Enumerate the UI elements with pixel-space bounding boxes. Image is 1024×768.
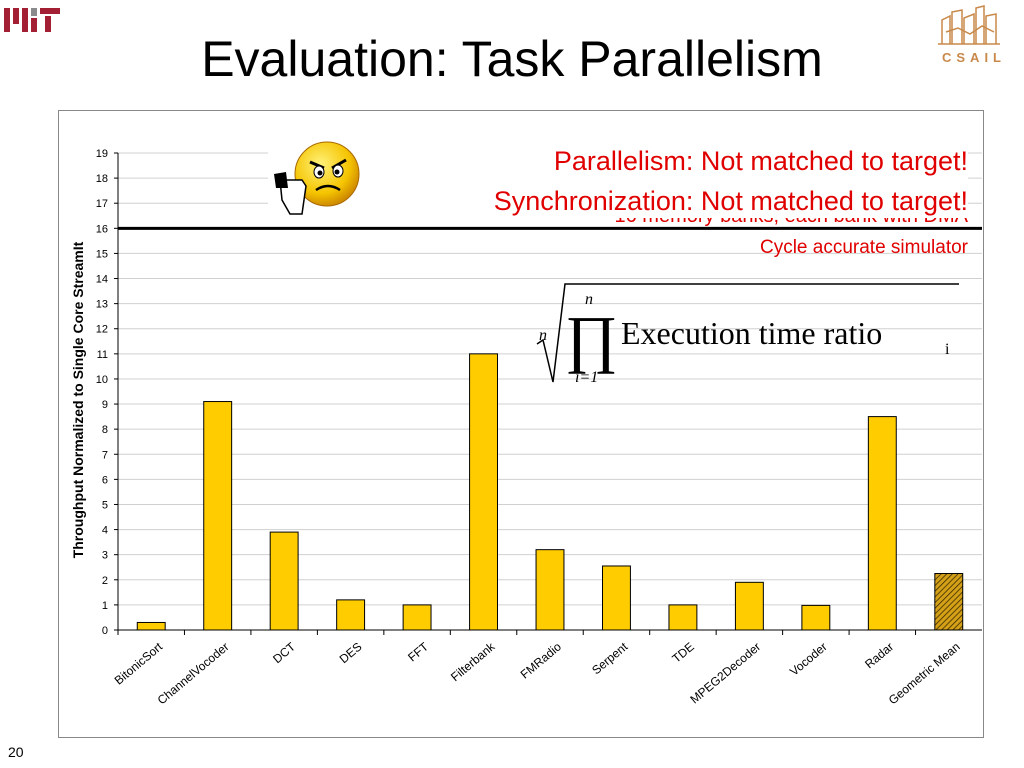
y-tick-label: 8	[102, 424, 108, 436]
bar-des	[336, 599, 366, 631]
bar-geometric-mean	[934, 573, 964, 631]
csail-logo-text: CSAIL	[942, 50, 1006, 65]
formula-subscript: i	[945, 341, 950, 358]
y-tick-label: 18	[96, 173, 108, 185]
bar-channelvocoder	[203, 401, 233, 631]
geometric-mean-formula: n n ∏ i=1 Execution time ratio i	[536, 283, 959, 386]
y-tick-label: 19	[96, 148, 108, 160]
y-tick-label: 4	[102, 525, 108, 537]
y-tick-label: 16	[96, 223, 108, 235]
product-lower: i=1	[575, 369, 598, 386]
annotation-simulator: Cycle accurate simulator	[759, 237, 968, 258]
csail-logo: CSAIL	[938, 5, 1006, 65]
annotation-synchronization: Synchronization: Not matched to target!	[493, 186, 968, 216]
y-tick-label: 13	[96, 299, 108, 311]
y-tick-label: 5	[102, 499, 108, 511]
bar-dct	[269, 531, 299, 631]
bar-filterbank	[469, 353, 498, 631]
radical-sign	[536, 283, 959, 383]
annotation-parallelism: Parallelism: Not matched to target!	[553, 146, 968, 176]
y-tick-label: 9	[102, 399, 108, 411]
bar-serpent	[602, 565, 631, 631]
y-tick-label: 0	[102, 625, 108, 637]
product-symbol: ∏	[565, 303, 618, 374]
bar-radar	[867, 416, 897, 631]
y-tick-label: 6	[102, 474, 108, 486]
angry-thumbs-down-icon	[274, 141, 360, 215]
y-axis-label: Throughput Normalized to Single Core Str…	[70, 241, 86, 559]
slide-title: Evaluation: Task Parallelism	[201, 31, 823, 87]
annotation-memory-banks: 16 memory banks, each bank with DMA	[615, 218, 969, 231]
formula-body: Execution time ratio	[621, 315, 882, 351]
bar-fft	[402, 604, 432, 631]
bar-tde	[668, 604, 698, 631]
y-tick-label: 17	[96, 198, 108, 210]
product-upper: n	[585, 291, 593, 308]
y-tick-label: 2	[102, 575, 108, 587]
annotation-memory-banks-text: 16 memory banks, each bank with DMA	[615, 218, 969, 227]
bar-vocoder	[801, 604, 831, 631]
y-tick-label: 7	[102, 449, 108, 461]
y-tick-label: 15	[96, 248, 108, 260]
bar-fmradio	[535, 549, 565, 631]
root-index: n	[539, 327, 547, 344]
y-tick-label: 11	[97, 349, 108, 361]
bar-mpeg2decoder	[734, 581, 764, 631]
y-tick-label: 14	[96, 274, 108, 286]
annotation-mask	[268, 140, 968, 208]
axes	[114, 152, 982, 635]
bar-bitonicsort	[136, 621, 166, 631]
y-tick-label: 1	[102, 600, 108, 612]
y-tick-label: 12	[96, 324, 108, 336]
page-number: 20	[8, 744, 24, 760]
mit-logo	[4, 8, 60, 32]
y-tick-label: 10	[96, 374, 108, 386]
y-tick-label: 3	[102, 550, 108, 562]
